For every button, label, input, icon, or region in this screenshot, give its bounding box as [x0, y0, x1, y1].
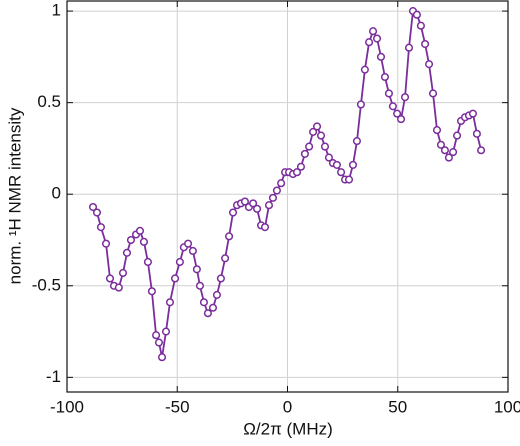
- data-point: [472, 129, 481, 138]
- data-point: [203, 309, 212, 318]
- data-point: [369, 27, 378, 36]
- x-tick-label: 0: [283, 397, 292, 416]
- data-point: [195, 281, 205, 290]
- data-point: [143, 257, 152, 267]
- data-point: [404, 43, 414, 52]
- data-point: [305, 142, 314, 151]
- data-point: [208, 303, 218, 312]
- data-point: [400, 93, 410, 102]
- data-point: [260, 223, 270, 232]
- data-point: [147, 287, 156, 296]
- data-point: [152, 331, 161, 340]
- data-point: [309, 127, 318, 136]
- data-point: [101, 239, 111, 248]
- y-tick-label: -0.5: [32, 275, 61, 294]
- data-point: [356, 100, 365, 109]
- data-point: [135, 226, 145, 235]
- data-point: [320, 142, 330, 151]
- data-point: [324, 153, 334, 162]
- data-point: [268, 193, 277, 202]
- data-point: [432, 126, 442, 135]
- x-axis-label: Ω/2π (MHz): [243, 419, 333, 438]
- data-point: [165, 298, 175, 307]
- data-point: [312, 122, 322, 131]
- data-point: [249, 199, 258, 208]
- y-tick-label: 0: [52, 184, 61, 203]
- x-tick-label: 50: [388, 397, 407, 416]
- data-point: [412, 10, 421, 19]
- data-point: [157, 353, 167, 362]
- data-point: [122, 248, 132, 257]
- x-tick-label: 100: [494, 397, 520, 416]
- data-point: [425, 60, 434, 69]
- data-point: [139, 237, 149, 246]
- data-point: [221, 254, 230, 263]
- data-point: [118, 268, 128, 278]
- data-point: [240, 197, 249, 206]
- data-point: [365, 38, 374, 47]
- y-tick-label: 0.5: [37, 92, 61, 111]
- data-point: [105, 274, 115, 283]
- y-axis-label: norm. ¹H NMR intensity: [5, 107, 24, 284]
- data-point: [192, 265, 201, 274]
- data-point: [170, 274, 180, 283]
- data-point: [393, 109, 402, 118]
- data-point: [453, 131, 462, 140]
- data-point: [449, 148, 458, 157]
- data-point: [436, 140, 446, 149]
- data-point: [440, 146, 449, 155]
- data-point: [316, 131, 326, 140]
- data-point: [264, 201, 274, 210]
- x-tick-label: -100: [50, 397, 84, 416]
- data-point: [428, 89, 438, 98]
- data-point: [175, 257, 184, 267]
- data-point: [188, 246, 197, 256]
- data-point: [253, 204, 262, 213]
- data-point: [360, 65, 369, 74]
- data-point: [376, 52, 386, 61]
- data-point: [114, 283, 123, 292]
- data-point: [154, 338, 163, 347]
- data-point: [477, 146, 486, 155]
- data-point: [96, 223, 106, 232]
- data-point: [277, 179, 286, 188]
- data-point: [272, 186, 281, 195]
- data-point: [444, 153, 453, 162]
- data-point: [184, 239, 193, 248]
- data-point: [292, 168, 302, 177]
- data-point: [348, 160, 358, 169]
- data-point: [126, 235, 135, 245]
- data-point: [216, 274, 225, 283]
- data-point: [397, 115, 406, 124]
- data-point: [212, 290, 221, 299]
- data-point: [384, 89, 393, 98]
- data-point: [161, 327, 171, 336]
- data-point: [88, 202, 98, 212]
- data-point: [300, 149, 309, 158]
- data-point: [372, 34, 382, 43]
- data-point: [228, 208, 238, 217]
- x-tick-label: -50: [165, 397, 190, 416]
- plot-frame: [66, 0, 509, 393]
- data-point: [388, 102, 397, 111]
- data-point: [344, 175, 354, 184]
- y-tick-label: -1: [46, 367, 61, 386]
- y-tick-label: 1: [52, 1, 61, 20]
- data-point: [416, 21, 425, 30]
- data-point: [332, 160, 341, 169]
- data-point: [468, 109, 477, 118]
- data-point: [296, 162, 306, 171]
- data-point: [352, 137, 362, 146]
- data-point: [380, 72, 390, 82]
- data-point: [199, 298, 208, 307]
- data-point: [337, 168, 346, 177]
- data-point: [225, 232, 234, 241]
- data-point: [92, 208, 102, 217]
- data-point: [421, 39, 430, 49]
